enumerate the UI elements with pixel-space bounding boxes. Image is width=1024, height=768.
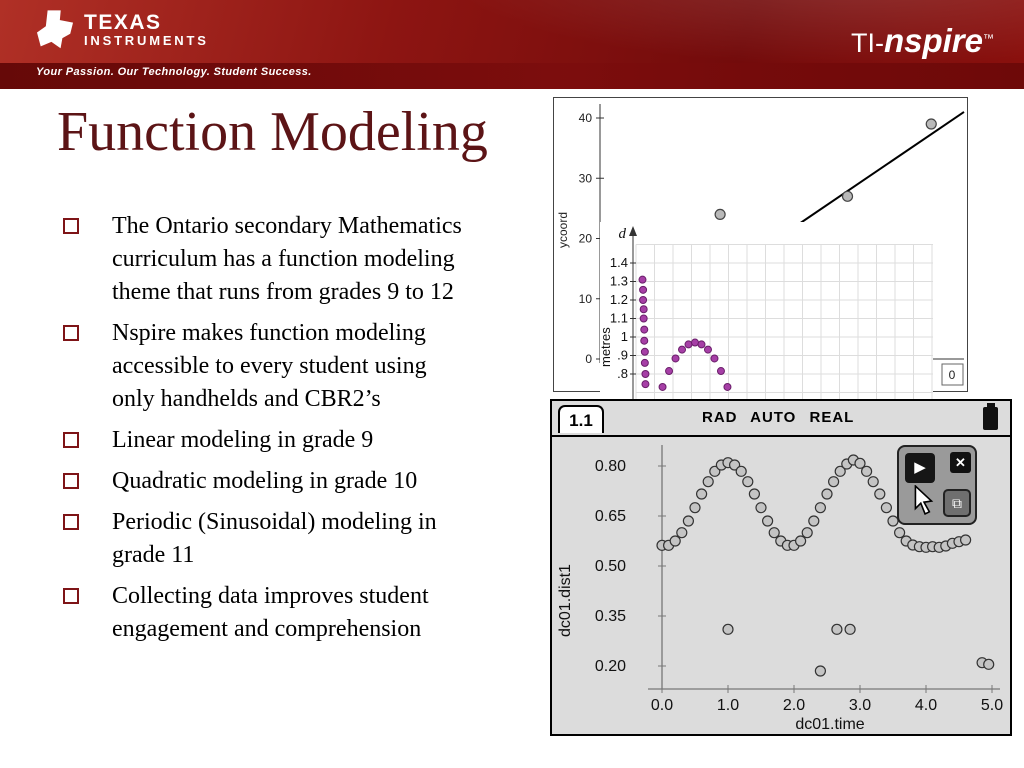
restore-window-button[interactable]: ⧉: [943, 489, 971, 517]
bullet-list: The Ontario secondary Mathematics curric…: [60, 210, 472, 654]
battery-icon: [983, 403, 998, 430]
ti-texas-logo-icon: [36, 10, 74, 49]
svg-text:2.0: 2.0: [783, 697, 805, 714]
svg-text:dc01.time: dc01.time: [795, 716, 864, 732]
svg-text:0.20: 0.20: [595, 658, 626, 675]
bullet-item: The Ontario secondary Mathematics curric…: [60, 210, 472, 309]
periodic-scatter-svg: 0.0 1.0 2.0 3.0 4.0 5.0 0.80 0.65 0.50 0.35 0.20 dc…: [557, 445, 1003, 732]
svg-text:10: 10: [579, 292, 593, 306]
logo-instruments: INSTRUMENTS: [84, 33, 209, 48]
svg-text:0.80: 0.80: [595, 458, 626, 475]
svg-text:1.4: 1.4: [610, 255, 628, 270]
svg-text:metres: metres: [600, 327, 613, 367]
svg-text:0.0: 0.0: [651, 697, 673, 714]
svg-text:0.50: 0.50: [595, 558, 626, 575]
svg-text:40: 40: [579, 111, 593, 125]
brand-tinspire: TI-nspire™: [851, 22, 994, 60]
nspire-top-bar: 1.1 RAD AUTO REAL: [552, 401, 1010, 437]
svg-text:1.1: 1.1: [610, 311, 628, 326]
bullet-item: Linear modeling in grade 9: [60, 424, 472, 457]
bullet-item: Periodic (Sinusoidal) modeling in grade …: [60, 506, 472, 572]
bullet-item: Nspire makes function modeling accessibl…: [60, 317, 472, 416]
brand-prefix: TI-: [850, 28, 884, 58]
svg-text:20: 20: [579, 232, 593, 246]
nspire-page-tab[interactable]: 1.1: [558, 405, 604, 433]
svg-text:1.2: 1.2: [610, 292, 628, 307]
slide-title: Function Modeling: [57, 101, 488, 163]
svg-text:4.0: 4.0: [915, 697, 937, 714]
header-banner: TEXAS INSTRUMENTS Your Passion. Our Tech…: [0, 0, 1024, 89]
play-button[interactable]: ▶: [905, 453, 935, 483]
bounce-chart-svg: d 1.4 1.3 1.2 1.1 1 .9 .8 metres: [598, 226, 933, 403]
svg-text:.9: .9: [617, 348, 628, 363]
svg-text:dc01.dist1: dc01.dist1: [557, 564, 574, 637]
tagline: Your Passion. Our Technology. Student Su…: [36, 66, 312, 78]
brand-name: nspire: [883, 22, 983, 59]
svg-text:0: 0: [949, 368, 956, 382]
svg-text:1.0: 1.0: [717, 697, 739, 714]
svg-text:1: 1: [621, 329, 628, 344]
cursor-icon: [914, 485, 934, 515]
nspire-screenshot: 1.1 RAD AUTO REAL 0.0 1.0 2.0 3.0 4.0 5.0 0.80…: [550, 399, 1012, 736]
svg-text:0: 0: [585, 352, 592, 366]
trademark-symbol: ™: [983, 33, 994, 45]
svg-text:1.3: 1.3: [610, 274, 628, 289]
svg-text:0.35: 0.35: [595, 608, 626, 625]
logo-text: TEXAS INSTRUMENTS: [84, 12, 209, 48]
svg-text:.8: .8: [617, 366, 628, 381]
svg-text:ycoord: ycoord: [556, 212, 570, 248]
svg-text:5.0: 5.0: [981, 697, 1003, 714]
logo-texas: TEXAS: [84, 11, 162, 34]
svg-text:30: 30: [579, 171, 593, 185]
ti-logo: TEXAS INSTRUMENTS: [34, 9, 209, 51]
playback-control-panel: ▶ ✕ ⧉: [897, 445, 977, 525]
nspire-status-text: RAD AUTO REAL: [702, 409, 855, 426]
svg-text:3.0: 3.0: [849, 697, 871, 714]
svg-text:0.65: 0.65: [595, 508, 626, 525]
bullet-item: Quadratic modeling in grade 10: [60, 465, 472, 498]
quadratic-bounce-chart: d 1.4 1.3 1.2 1.1 1 .9 .8 metres: [598, 222, 933, 403]
bullet-item: Collecting data improves student engagem…: [60, 580, 472, 646]
svg-text:d: d: [619, 226, 627, 242]
close-button[interactable]: ✕: [950, 452, 971, 473]
